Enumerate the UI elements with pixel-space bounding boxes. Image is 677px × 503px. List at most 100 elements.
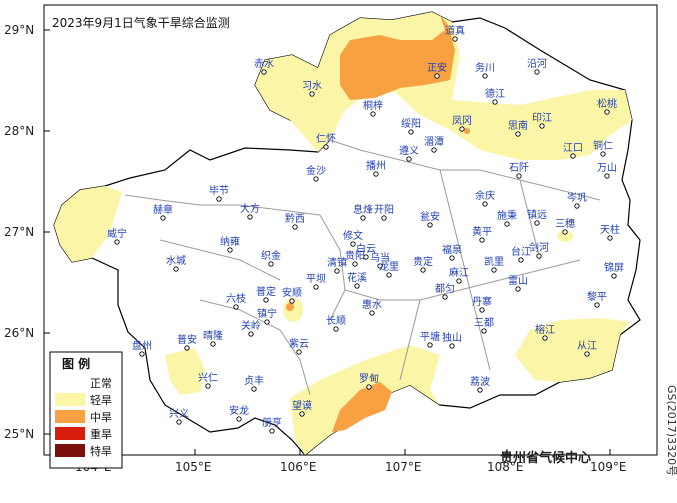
city-marker [386, 272, 392, 278]
city-label: 贞丰 [244, 374, 264, 387]
city-marker [299, 411, 305, 417]
city-marker [251, 386, 257, 392]
city-marker [427, 222, 433, 228]
city-marker [369, 310, 375, 316]
city-label: 水城 [166, 255, 186, 267]
city-label: 普安 [177, 333, 197, 346]
lat-labels: 29°N 28°N 27°N 26°N 25°N [4, 23, 34, 441]
city-label: 龙里 [379, 260, 399, 273]
city-label: 正安 [427, 61, 447, 74]
city-marker [377, 263, 383, 269]
city-label: 长顺 [326, 315, 346, 327]
city-marker [313, 284, 319, 290]
city-label: 紫云 [289, 338, 309, 350]
map-title: 2023年9月1日气象干旱综合监测 [52, 15, 230, 30]
city-marker [264, 319, 270, 325]
city-label: 兴仁 [198, 372, 218, 384]
light-drought-southeast [515, 318, 630, 382]
city-marker [482, 201, 488, 207]
city-label: 万山 [597, 162, 617, 174]
city-label: 开阳 [374, 204, 394, 216]
city-marker [584, 351, 590, 357]
city-label: 金沙 [306, 164, 326, 177]
city-marker [516, 173, 522, 179]
city-label: 施秉 [497, 209, 517, 222]
city-marker [459, 126, 465, 132]
city-label: 务川 [475, 61, 495, 74]
light-drought-southwest [165, 348, 205, 395]
city-marker [309, 91, 315, 97]
city-label: 丹寨 [472, 295, 492, 308]
city-marker [216, 196, 222, 202]
city-marker [366, 384, 372, 390]
city-label: 白云 [356, 242, 376, 255]
agency-name: 贵州省气候中心 [500, 450, 591, 466]
lat-label: 25°N [4, 427, 34, 441]
city-label: 德江 [485, 87, 505, 100]
city-marker [261, 69, 267, 75]
city-label: 息烽 [353, 203, 373, 216]
lat-label: 29°N [4, 23, 34, 37]
city-marker [542, 335, 548, 341]
moderate-drought-north [340, 15, 455, 100]
city-label: 仁怀 [316, 133, 336, 145]
city-marker [205, 383, 211, 389]
lat-label: 28°N [4, 124, 34, 138]
city-marker [491, 267, 497, 273]
moderate-drought-zones [286, 15, 470, 432]
legend-label: 重旱 [90, 427, 112, 441]
city-label: 晴隆 [203, 329, 223, 342]
city-marker [536, 253, 542, 259]
city-label: 独山 [442, 331, 462, 344]
city-label: 贵定 [413, 255, 433, 268]
city-marker [363, 254, 369, 260]
city-label: 赤水 [254, 58, 274, 70]
city-marker [210, 341, 216, 347]
city-marker [173, 266, 179, 272]
light-drought-west [54, 186, 122, 262]
city-label: 乌当 [370, 251, 390, 264]
city-label: 绥阳 [401, 118, 421, 130]
city-marker [236, 416, 242, 422]
city-marker [594, 302, 600, 308]
lon-label: 105°E [175, 460, 212, 474]
city-label: 黎平 [587, 290, 607, 303]
city-label: 剑河 [529, 241, 549, 254]
city-marker [427, 342, 433, 348]
city-label: 安龙 [229, 404, 249, 417]
city-label: 瓮安 [420, 210, 440, 223]
city-label: 沿河 [527, 58, 547, 70]
city-marker [406, 156, 412, 162]
city-marker [611, 273, 617, 279]
city-label: 六枝 [226, 292, 246, 305]
city-marker [482, 73, 488, 79]
city-label: 罗甸 [359, 372, 379, 385]
city-label: 大方 [240, 202, 260, 215]
city-label: 播州 [366, 159, 386, 172]
city-label: 威宁 [107, 227, 127, 240]
city-marker [352, 261, 358, 267]
city-marker [434, 73, 440, 79]
city-marker [431, 147, 437, 153]
city-label: 思南 [508, 119, 528, 132]
city-label: 遵义 [399, 144, 419, 157]
city-label: 平塘 [420, 330, 440, 343]
city-marker [515, 286, 521, 292]
city-marker [333, 326, 339, 332]
city-label: 从江 [577, 340, 597, 352]
city-label: 荔波 [470, 375, 490, 388]
prefecture-boundaries [124, 139, 601, 396]
city-marker [292, 224, 298, 230]
city-label: 印江 [532, 112, 552, 124]
city-label: 黄平 [472, 225, 492, 238]
city-label: 松桃 [597, 97, 617, 110]
city-label: 赫章 [153, 203, 173, 216]
legend-swatch [54, 375, 86, 390]
city-label: 贵阳 [345, 249, 365, 262]
city-marker [289, 298, 295, 304]
city-label: 凤冈 [452, 115, 472, 127]
city-marker [449, 255, 455, 261]
